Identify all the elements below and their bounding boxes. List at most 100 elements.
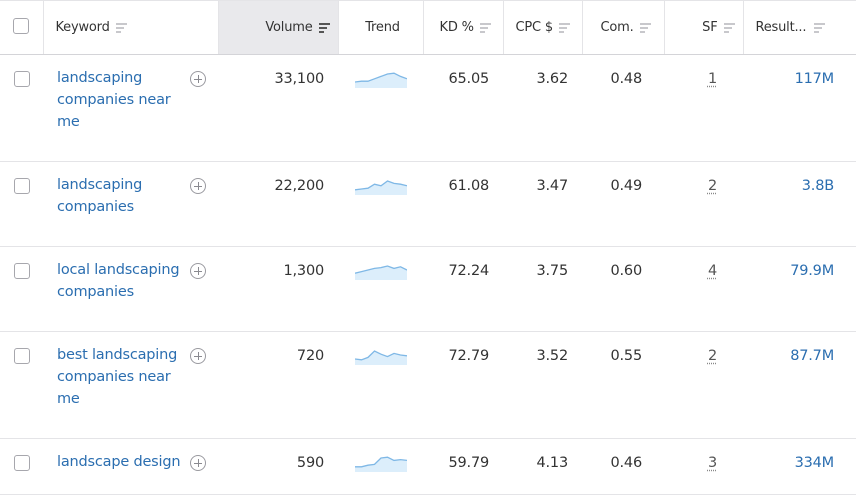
- trend-sparkline: [355, 345, 407, 365]
- keyword-cell: landscaping companies near me: [43, 55, 218, 162]
- results-cell: 3.8B: [743, 162, 856, 247]
- column-header-cpc-label: CPC $: [516, 20, 553, 35]
- add-to-list-icon[interactable]: [190, 455, 206, 471]
- cpc-cell: 3.52: [503, 332, 582, 439]
- sort-icon[interactable]: [559, 23, 570, 33]
- row-checkbox[interactable]: [14, 263, 30, 279]
- sf-cell: 4: [664, 247, 743, 332]
- trend-sparkline: [355, 175, 407, 195]
- sort-descending-icon[interactable]: [319, 23, 330, 33]
- row-checkbox[interactable]: [14, 178, 30, 194]
- results-link[interactable]: 334M: [795, 455, 834, 471]
- add-to-list-icon[interactable]: [190, 71, 206, 87]
- volume-cell: 1,300: [218, 247, 338, 332]
- com-cell: 0.48: [582, 55, 664, 162]
- cpc-cell: 3.62: [503, 55, 582, 162]
- trend-sparkline: [355, 452, 407, 472]
- results-link[interactable]: 3.8B: [802, 178, 834, 194]
- trend-sparkline: [355, 68, 407, 88]
- column-header-sf[interactable]: SF: [664, 1, 743, 55]
- com-cell: 0.60: [582, 247, 664, 332]
- kd-cell: 61.08: [423, 162, 503, 247]
- column-header-com[interactable]: Com.: [582, 1, 664, 55]
- sort-icon[interactable]: [116, 23, 127, 33]
- trend-sparkline: [355, 260, 407, 280]
- column-header-cpc[interactable]: CPC $: [503, 1, 582, 55]
- serp-features-link[interactable]: 4: [708, 263, 717, 279]
- column-header-volume[interactable]: Volume: [218, 1, 338, 55]
- sf-cell: 2: [664, 162, 743, 247]
- kd-cell: 65.05: [423, 55, 503, 162]
- serp-features-link[interactable]: 2: [708, 178, 717, 194]
- keyword-cell: best landscaping companies near me: [43, 332, 218, 439]
- trend-cell: [338, 55, 423, 162]
- column-header-com-label: Com.: [601, 20, 634, 35]
- keyword-link[interactable]: landscaping companies near me: [57, 67, 182, 133]
- column-header-trend: Trend: [338, 1, 423, 55]
- row-select-cell: [0, 162, 43, 247]
- add-to-list-icon[interactable]: [190, 263, 206, 279]
- column-header-volume-label: Volume: [265, 20, 312, 35]
- cpc-cell: 3.75: [503, 247, 582, 332]
- results-link[interactable]: 117M: [795, 71, 834, 87]
- row-checkbox[interactable]: [14, 455, 30, 471]
- table-row: landscaping companies near me 33,100 65.…: [0, 55, 856, 162]
- row-checkbox[interactable]: [14, 71, 30, 87]
- table-row: best landscaping companies near me 720 7…: [0, 332, 856, 439]
- keyword-link[interactable]: local landscaping companies: [57, 259, 182, 303]
- column-header-results[interactable]: Result...: [743, 1, 856, 55]
- column-header-keyword-label: Keyword: [56, 20, 110, 35]
- keyword-cell: landscaping companies: [43, 162, 218, 247]
- column-header-kd-label: KD %: [440, 20, 474, 35]
- sf-cell: 2: [664, 332, 743, 439]
- select-all-checkbox[interactable]: [13, 18, 29, 34]
- add-to-list-icon[interactable]: [190, 348, 206, 364]
- results-cell: 117M: [743, 55, 856, 162]
- trend-cell: [338, 439, 423, 495]
- table-row: landscaping companies 22,200 61.08 3.47 …: [0, 162, 856, 247]
- results-link[interactable]: 87.7M: [790, 348, 834, 364]
- keyword-link[interactable]: landscape design: [57, 451, 187, 473]
- table-row: local landscaping companies 1,300 72.24 …: [0, 247, 856, 332]
- column-header-sf-label: SF: [702, 20, 717, 35]
- add-to-list-icon[interactable]: [190, 178, 206, 194]
- select-all-cell: [0, 1, 43, 55]
- column-header-trend-label: Trend: [365, 20, 400, 35]
- serp-features-link[interactable]: 3: [708, 455, 717, 471]
- row-select-cell: [0, 55, 43, 162]
- serp-features-link[interactable]: 2: [708, 348, 717, 364]
- keyword-link[interactable]: best landscaping companies near me: [57, 344, 182, 410]
- volume-cell: 33,100: [218, 55, 338, 162]
- cpc-cell: 3.47: [503, 162, 582, 247]
- trend-area: [355, 181, 407, 195]
- volume-cell: 720: [218, 332, 338, 439]
- keyword-cell: landscape design: [43, 439, 218, 495]
- com-cell: 0.55: [582, 332, 664, 439]
- cpc-cell: 4.13: [503, 439, 582, 495]
- sort-icon[interactable]: [480, 23, 491, 33]
- sf-cell: 1: [664, 55, 743, 162]
- volume-cell: 590: [218, 439, 338, 495]
- keyword-cell: local landscaping companies: [43, 247, 218, 332]
- sf-cell: 3: [664, 439, 743, 495]
- results-link[interactable]: 79.9M: [790, 263, 834, 279]
- keyword-link[interactable]: landscaping companies: [57, 174, 182, 218]
- column-header-kd[interactable]: KD %: [423, 1, 503, 55]
- row-select-cell: [0, 247, 43, 332]
- kd-cell: 72.24: [423, 247, 503, 332]
- trend-cell: [338, 162, 423, 247]
- column-header-results-label: Result...: [756, 20, 807, 35]
- sort-icon[interactable]: [814, 23, 825, 33]
- trend-cell: [338, 332, 423, 439]
- results-cell: 334M: [743, 439, 856, 495]
- table-row: landscape design 590 59.79 4.13 0.46 3 3…: [0, 439, 856, 495]
- trend-cell: [338, 247, 423, 332]
- row-checkbox[interactable]: [14, 348, 30, 364]
- sort-icon[interactable]: [724, 23, 735, 33]
- serp-features-link[interactable]: 1: [708, 71, 717, 87]
- sort-icon[interactable]: [640, 23, 651, 33]
- results-cell: 87.7M: [743, 332, 856, 439]
- kd-cell: 59.79: [423, 439, 503, 495]
- column-header-keyword[interactable]: Keyword: [43, 1, 218, 55]
